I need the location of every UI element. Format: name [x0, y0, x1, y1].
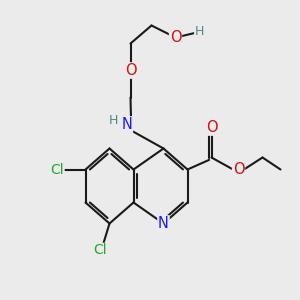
Text: O: O: [233, 162, 244, 177]
Text: H: H: [108, 114, 118, 128]
Text: Cl: Cl: [94, 244, 107, 257]
Text: H: H: [195, 25, 204, 38]
Text: N: N: [122, 117, 132, 132]
Text: O: O: [170, 30, 181, 45]
Text: O: O: [125, 63, 136, 78]
Text: Cl: Cl: [50, 163, 64, 176]
Text: N: N: [158, 216, 169, 231]
Text: O: O: [206, 120, 217, 135]
